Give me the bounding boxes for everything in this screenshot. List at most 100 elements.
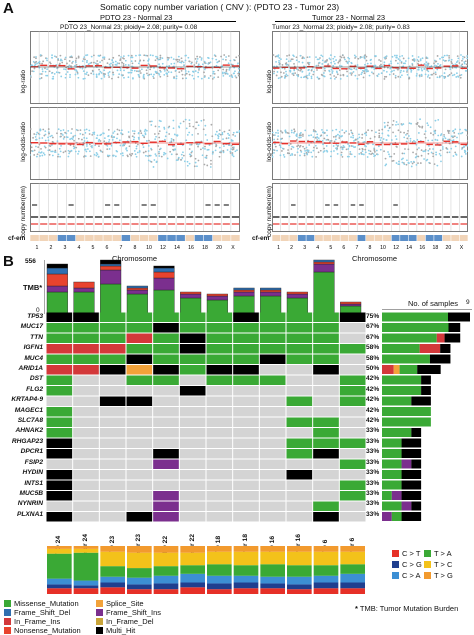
oncoprint-cell [179, 501, 206, 511]
oncoprint-cell [73, 396, 99, 406]
oncoprint-cell [73, 417, 99, 427]
oncoprint-cell [206, 333, 233, 343]
legend-label: In_Frame_Del [106, 616, 154, 626]
tmb-bar [286, 291, 308, 315]
sample-count-bar [382, 470, 422, 479]
oncoprint-cell [206, 323, 233, 333]
legend-swatch [96, 608, 103, 616]
oncoprint-row [46, 354, 366, 364]
oncoprint-cell [339, 386, 366, 396]
chr-tick-20: 20 [216, 245, 222, 251]
mutation-legend-item: Missense_Mutation [4, 598, 79, 608]
oncoprint-cell [233, 312, 259, 322]
xlabel-chromosome-left: Chromosome [112, 254, 158, 263]
snv-bar [153, 546, 179, 594]
oncoprint-cell [99, 365, 126, 375]
oncoprint-cell [46, 323, 73, 333]
xlabel-chromosome-right: Chromosome [352, 254, 398, 263]
sample-count-bar [382, 459, 422, 469]
oncoprint-cell [233, 396, 259, 406]
oncoprint-cell [126, 312, 153, 322]
oncoprint-cell [286, 396, 313, 406]
oncoprint-cell [206, 428, 233, 438]
oncoprint-cell [313, 333, 339, 343]
gene-label: HYDIN [22, 469, 43, 477]
oncoprint-cell [126, 417, 153, 427]
oncoprint-cell [233, 470, 259, 480]
legend-swatch [4, 617, 11, 625]
oncoprint-cell [99, 501, 126, 511]
chr-tick-7: 7 [355, 245, 358, 251]
gene-label: FSIP2 [24, 458, 43, 466]
percent-label: 42% [366, 406, 380, 414]
oncoprint-cell [153, 365, 179, 375]
percent-label: 33% [366, 427, 380, 435]
oncoprint-cell [46, 312, 73, 322]
oncoprint-cell [153, 438, 179, 448]
percent-label: 33% [366, 479, 380, 487]
oncoprint-cell [339, 417, 366, 427]
snv-legend-item: T > A [424, 548, 452, 558]
oncoprint-cell [259, 344, 286, 354]
ylabel-copy-number-left: copy number(em) [20, 186, 27, 237]
oncoprint-cell [286, 386, 313, 396]
chr-tick-16: 16 [188, 245, 194, 251]
oncoprint-cell [233, 344, 259, 354]
tmb-bar [233, 287, 255, 315]
oncoprint-cell [153, 407, 179, 417]
oncoprint-cell [233, 480, 259, 490]
gene-labels: TP53 MUC17 TTN IGFN1 MUC4 ARID1A DST FLG2 KRTAP4… [0, 312, 43, 520]
oncoprint-row [46, 491, 366, 501]
oncoprint-cell [99, 417, 126, 427]
oncoprint-cell [99, 470, 126, 480]
oncoprint-cell [206, 417, 233, 427]
chr-tick-8: 8 [369, 245, 372, 251]
oncoprint-cell [126, 344, 153, 354]
oncoprint-cell [313, 323, 339, 333]
legend-label: T > C [434, 559, 453, 569]
oncoprint-row [46, 344, 366, 354]
panel-b-letter: B [3, 253, 14, 270]
oncoprint-cell [73, 354, 99, 364]
tmb-bar [126, 285, 148, 315]
oncoprint-cell [179, 375, 206, 385]
oncoprint-cell [46, 365, 73, 375]
oncoprint-cell [99, 354, 126, 364]
legend-label: T > G [434, 570, 453, 580]
tmb-bar [313, 259, 335, 315]
cfem-track [272, 235, 468, 241]
sample-count-bar [382, 333, 461, 343]
right-header: Tumor 23 - Normal 23 [312, 13, 386, 22]
oncoprint-cell [153, 312, 179, 322]
oncoprint-cell [126, 491, 153, 501]
left-header-rule [68, 21, 236, 22]
oncoprint-cell [206, 354, 233, 364]
oncoprint-cell [233, 333, 259, 343]
gene-label: DST [29, 375, 43, 383]
oncoprint-cell [339, 470, 366, 480]
oncoprint-cell [126, 365, 153, 375]
oncoprint-cell [233, 365, 259, 375]
chr-tick-14: 14 [174, 245, 180, 251]
legend-swatch [4, 626, 11, 634]
cfem-label-right: cf-em [252, 235, 270, 242]
ylabel-log-ratio-left: log-ratio [20, 70, 27, 94]
oncoprint-cell [339, 459, 366, 469]
snv-legend-item: C > G [392, 559, 422, 569]
oncoprint-cell [73, 491, 99, 501]
snv-bar [287, 546, 312, 594]
legend-swatch [424, 549, 431, 557]
oncoprint-cell [259, 459, 286, 469]
oncoprint-cell [286, 375, 313, 385]
chr-tick-18: 18 [202, 245, 208, 251]
legend-swatch [392, 571, 399, 579]
oncoprint-cell [233, 375, 259, 385]
legend-swatch [4, 599, 11, 607]
oncoprint-cell [73, 470, 99, 480]
oncoprint-cell [286, 354, 313, 364]
oncoprint-cell [99, 407, 126, 417]
gene-label: KRTAP4-9 [11, 396, 43, 404]
snv-bar [127, 546, 152, 594]
oncoprint-cell [179, 344, 206, 354]
tmb-bar-chart [44, 259, 362, 315]
